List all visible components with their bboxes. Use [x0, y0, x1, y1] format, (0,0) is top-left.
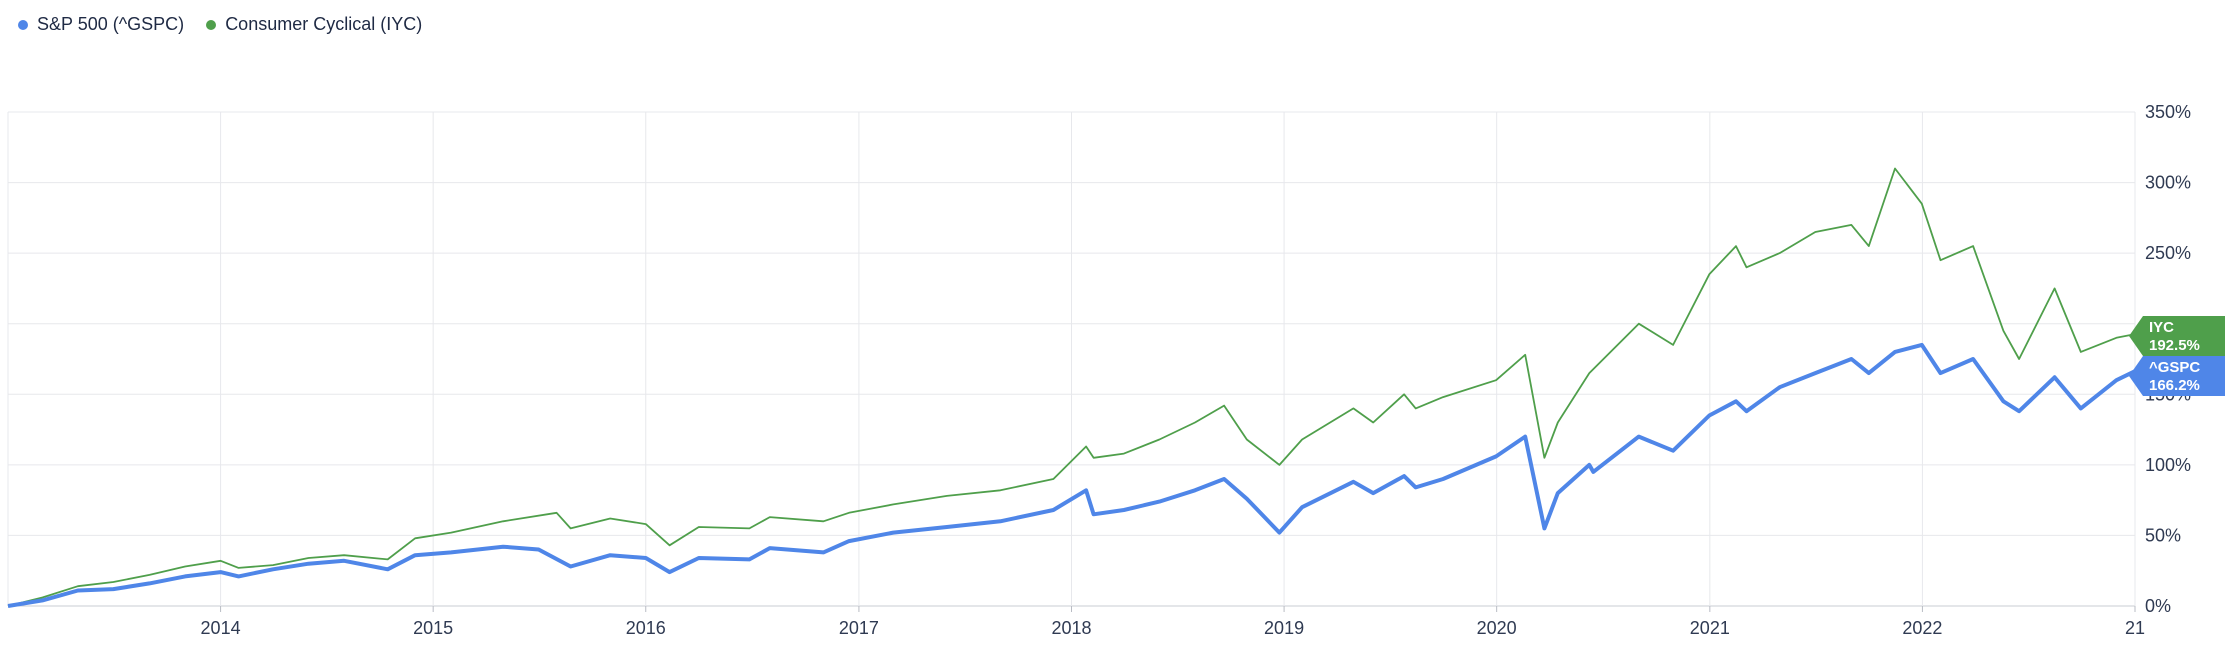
- tag-symbol-iyc: IYC: [2149, 319, 2174, 336]
- x-tick-label: 2020: [1477, 618, 1517, 638]
- y-tick-label: 350%: [2145, 102, 2191, 122]
- y-tick-label: 0%: [2145, 596, 2171, 616]
- last-value-tag-iyc: [2129, 316, 2225, 356]
- legend-item-gspc[interactable]: S&P 500 (^GSPC): [18, 14, 184, 35]
- chart-legend: S&P 500 (^GSPC) Consumer Cyclical (IYC): [18, 14, 422, 35]
- last-value-tag-gspc: [2129, 356, 2225, 396]
- x-tick-label: 2016: [626, 618, 666, 638]
- legend-dot-iyc: [206, 19, 217, 30]
- x-tick-label: 2015: [413, 618, 453, 638]
- x-tick-label: 2014: [201, 618, 241, 638]
- x-tick-label: 2019: [1264, 618, 1304, 638]
- legend-label-gspc: S&P 500 (^GSPC): [37, 14, 185, 34]
- x-tick-label: 2022: [1902, 618, 1942, 638]
- series-line-iyc: [7, 167, 2135, 607]
- x-tick-label: 2018: [1051, 618, 1091, 638]
- x-tick-label: 2017: [839, 618, 879, 638]
- legend-item-iyc[interactable]: Consumer Cyclical (IYC): [206, 14, 422, 35]
- tag-value-gspc: 166.2%: [2149, 377, 2200, 394]
- x-tick-label: 2021: [1690, 618, 1730, 638]
- legend-dot-gspc: [18, 19, 28, 30]
- y-tick-label: 250%: [2145, 243, 2191, 263]
- x-tick-label: 21: [2125, 618, 2145, 638]
- tag-symbol-gspc: ^GSPC: [2149, 359, 2200, 376]
- legend-label-iyc: Consumer Cyclical (IYC): [225, 14, 423, 34]
- y-tick-label: 100%: [2145, 455, 2191, 475]
- y-tick-label: 300%: [2145, 173, 2191, 193]
- series-line-gspc: [7, 342, 2136, 608]
- tag-value-iyc: 192.5%: [2149, 337, 2200, 354]
- y-tick-label: 50%: [2145, 525, 2181, 545]
